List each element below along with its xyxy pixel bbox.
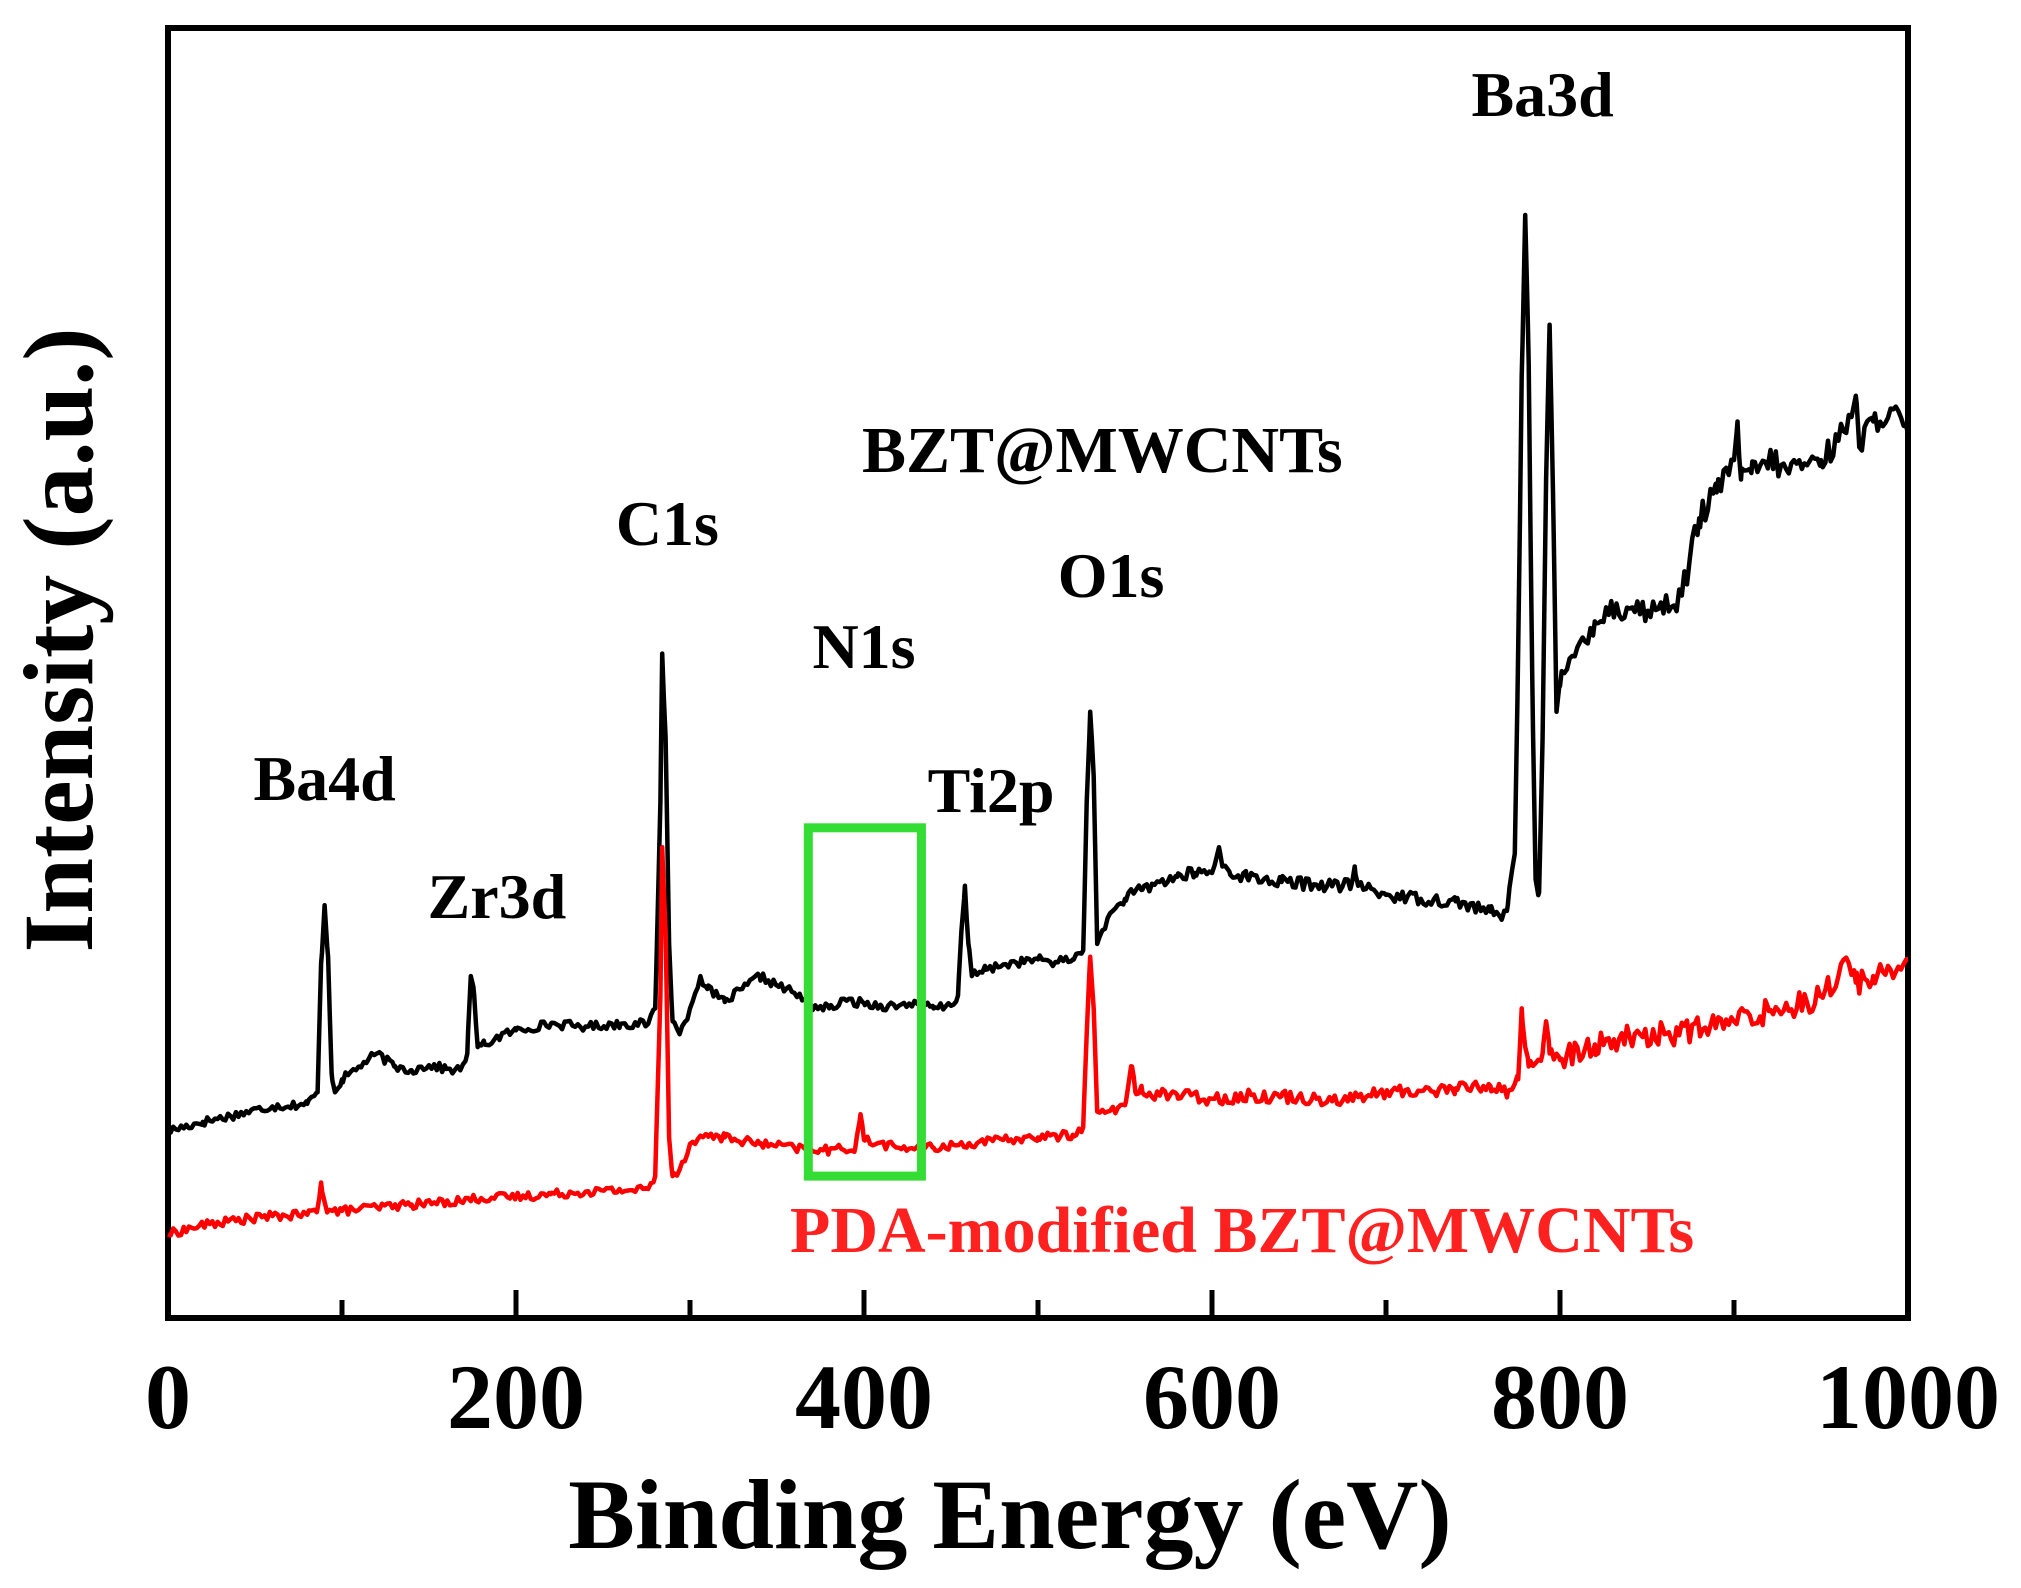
x-tick-label: 200 (447, 1346, 585, 1448)
peak-label-zr3d: Zr3d (428, 861, 567, 932)
x-tick-label: 800 (1491, 1346, 1629, 1448)
peak-label-n1s: N1s (812, 611, 915, 682)
peak-label-c1s: C1s (616, 488, 719, 559)
x-tick-label: 1000 (1816, 1346, 2000, 1448)
x-tick-label: 600 (1143, 1346, 1281, 1448)
series-line-0 (166, 212, 1911, 1135)
x-tick-label: 400 (795, 1346, 933, 1448)
plot-frame (165, 25, 1911, 1321)
data-series (166, 212, 1911, 1238)
peak-label-o1s: O1s (1058, 540, 1165, 611)
peak-label-ba3d: Ba3d (1471, 59, 1613, 130)
peak-annotations: Ba4d Zr3d C1s N1s Ti2p O1s Ba3d (253, 59, 1613, 932)
series-label-bzt-mwcnts: BZT@MWCNTs (862, 414, 1343, 487)
x-axis-ticks (165, 1290, 1911, 1318)
series-label-pda-modified: PDA-modified BZT@MWCNTs (790, 1194, 1694, 1267)
peak-label-ba4d: Ba4d (253, 743, 395, 814)
x-tick-label: 0 (145, 1346, 191, 1448)
x-axis-title: Binding Energy (eV) (568, 1459, 1451, 1570)
x-axis-tick-labels: 0 200 400 600 800 1000 (145, 1346, 2000, 1448)
peak-label-ti2p: Ti2p (928, 755, 1055, 826)
n1s-highlight-box (803, 823, 926, 1181)
y-axis-title: Intensity (a.u.) (3, 327, 114, 952)
series-line-1 (167, 844, 1909, 1238)
